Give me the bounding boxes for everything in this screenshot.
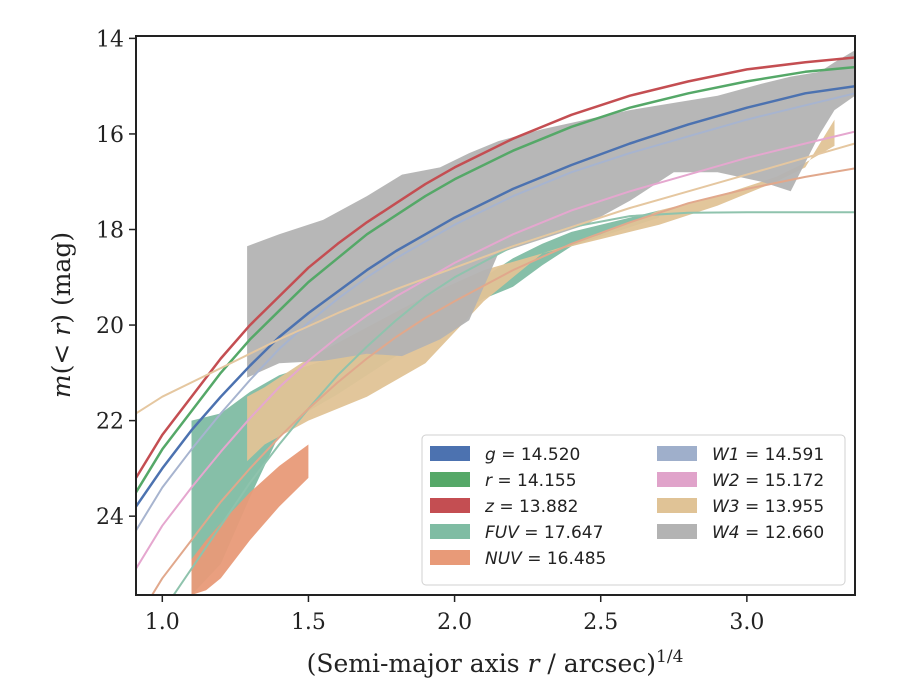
series-line-r xyxy=(136,65,855,494)
legend-swatch xyxy=(430,472,470,487)
legend: g = 14.520 r = 14.155 z = 13.882 FUV = 17.6… xyxy=(421,434,846,586)
band-w3-band xyxy=(247,119,835,462)
plot-area xyxy=(136,50,855,595)
y-tick-label: 24 xyxy=(96,505,124,530)
legend-label: W1 = 14.591 xyxy=(712,445,824,465)
series-line-w3 xyxy=(136,142,855,415)
legend-swatch xyxy=(657,524,697,539)
legend-label: W2 = 15.172 xyxy=(712,471,824,491)
legend-label: W3 = 13.955 xyxy=(712,497,824,517)
y-axis: 14 16 18 20 22 24 xyxy=(96,27,136,530)
legend-swatch xyxy=(657,498,697,513)
band-nuv-band xyxy=(191,444,309,595)
series-line-w1 xyxy=(136,92,855,532)
legend-label: g = 14.520 xyxy=(485,445,580,465)
legend-swatch xyxy=(430,498,470,513)
legend-swatch xyxy=(430,524,470,539)
legend-label: r = 14.155 xyxy=(485,471,577,491)
series-line-nuv xyxy=(150,167,855,595)
legend-box xyxy=(421,434,846,586)
legend-swatch xyxy=(657,472,697,487)
plot-frame xyxy=(135,35,856,596)
legend-label: FUV = 17.647 xyxy=(485,523,603,543)
series-line-z xyxy=(136,56,855,480)
legend-label: z = 13.882 xyxy=(484,497,578,517)
series-line-fuv xyxy=(172,211,855,595)
series-line-w2 xyxy=(136,130,855,570)
x-tick-label: 1.5 xyxy=(291,610,326,635)
legend-swatch xyxy=(430,550,470,565)
x-tick-label: 2.5 xyxy=(583,610,618,635)
y-tick-label: 16 xyxy=(96,123,124,148)
y-tick-label: 18 xyxy=(96,219,124,244)
legend-label: W4 = 12.660 xyxy=(712,523,824,543)
y-axis-label: m(< r) (mag) xyxy=(47,232,76,398)
y-tick-label: 22 xyxy=(96,410,124,435)
legend-swatch xyxy=(430,446,470,461)
x-tick-label: 2.0 xyxy=(437,610,472,635)
x-axis-label: (Semi-major axis r / arcsec)1/4 xyxy=(307,647,684,678)
series-line-g xyxy=(136,84,855,508)
legend-label: NUV = 16.485 xyxy=(485,549,606,569)
x-tick-label: 3.0 xyxy=(729,610,764,635)
legend-swatch xyxy=(657,446,697,461)
x-axis: 1.0 1.5 2.0 2.5 3.0 xyxy=(145,595,764,635)
y-tick-label: 20 xyxy=(96,314,124,339)
x-tick-label: 1.0 xyxy=(145,610,180,635)
y-tick-label: 14 xyxy=(96,27,124,52)
